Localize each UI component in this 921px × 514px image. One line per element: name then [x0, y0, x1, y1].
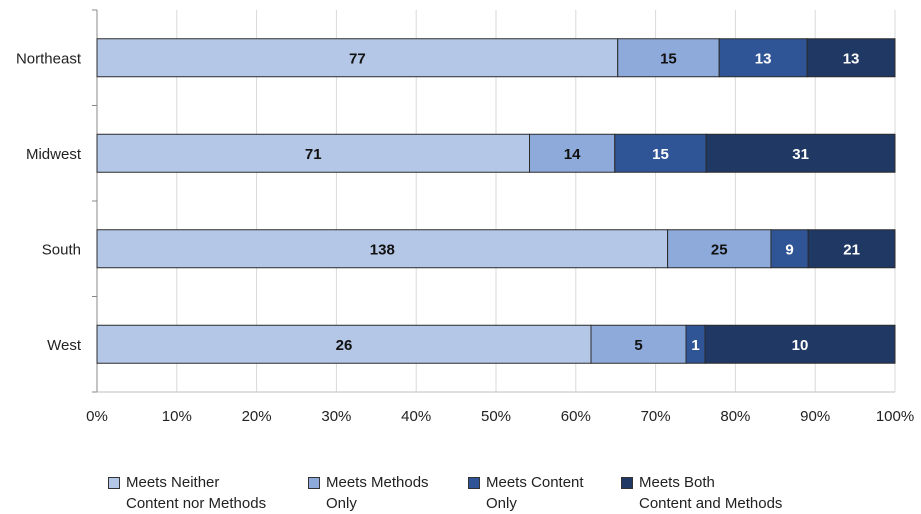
bar-segment: [770, 229, 809, 269]
legend: Meets Neither Content nor Methods Meets …: [108, 472, 908, 514]
x-tick-label: 20%: [242, 408, 272, 425]
legend-item-neither: Meets Neither Content nor Methods: [108, 472, 266, 514]
bar-segment: [704, 324, 896, 364]
data-label: 138: [370, 241, 395, 258]
data-label: 25: [711, 241, 728, 258]
category-label: Northeast: [16, 50, 82, 67]
bar-segment: [96, 38, 619, 78]
legend-label-content-only: Meets Content Only: [486, 474, 584, 512]
legend-item-both: Meets Both Content and Methods: [621, 472, 782, 514]
bar-segment: [718, 38, 808, 78]
x-tick-label: 50%: [481, 408, 511, 425]
y-category-labels: Northeast Midwest South West: [16, 50, 82, 354]
legend-swatch-neither: [108, 477, 120, 489]
data-label: 26: [336, 337, 353, 354]
legend-label-both: Meets Both Content and Methods: [639, 474, 783, 512]
category-label: Midwest: [26, 146, 82, 163]
bar-segment: [614, 133, 707, 173]
x-tick-label: 60%: [561, 408, 591, 425]
x-tick-label: 0%: [86, 408, 108, 425]
data-label: 21: [843, 241, 860, 258]
x-tick-label: 100%: [876, 408, 914, 425]
data-label: 77: [349, 50, 366, 67]
bar-segment: [705, 133, 896, 173]
data-label: 15: [652, 146, 669, 163]
category-label: South: [42, 241, 81, 258]
x-tick-label: 40%: [401, 408, 431, 425]
legend-swatch-content-only: [468, 477, 480, 489]
x-tick-label: 80%: [720, 408, 750, 425]
x-tick-labels: 0% 10% 20% 30% 40% 50% 60% 70% 80% 90% 100%: [86, 408, 914, 425]
x-tick-label: 70%: [641, 408, 671, 425]
data-label: 13: [843, 50, 860, 67]
data-label: 31: [792, 146, 809, 163]
category-label: West: [47, 337, 82, 354]
bar-segment: [617, 38, 720, 78]
data-label: 1: [691, 337, 699, 354]
x-tick-label: 30%: [321, 408, 351, 425]
x-tick-label: 10%: [162, 408, 192, 425]
legend-label-methods-only: Meets Methods Only: [326, 474, 429, 512]
bar-segment: [529, 133, 616, 173]
bar-segment: [806, 38, 896, 78]
legend-swatch-methods-only: [308, 477, 320, 489]
data-label: 71: [305, 146, 322, 163]
data-label: 15: [660, 50, 677, 67]
bars: [96, 38, 896, 364]
bar-segment: [667, 229, 772, 269]
bar-segment: [807, 229, 896, 269]
legend-swatch-both: [621, 477, 633, 489]
data-label: 10: [792, 337, 809, 354]
legend-label-neither: Meets Neither Content nor Methods: [126, 474, 267, 512]
data-label: 5: [634, 337, 642, 354]
legend-item-content-only: Meets Content Only: [468, 472, 584, 514]
stacked-bar-chart: 77 15 13 13 71 14 15 31 138 25 9 21 26 5 1 10 0% 10% 20% 3…: [16, 9, 914, 425]
legend-item-methods-only: Meets Methods Only: [308, 472, 429, 514]
data-labels: 77 15 13 13 71 14 15 31 138 25 9 21 26 5 1 10: [305, 50, 860, 354]
bar-segment: [96, 229, 669, 269]
data-label: 13: [755, 50, 772, 67]
data-label: 14: [564, 146, 581, 163]
x-tick-label: 90%: [800, 408, 830, 425]
data-label: 9: [785, 241, 793, 258]
